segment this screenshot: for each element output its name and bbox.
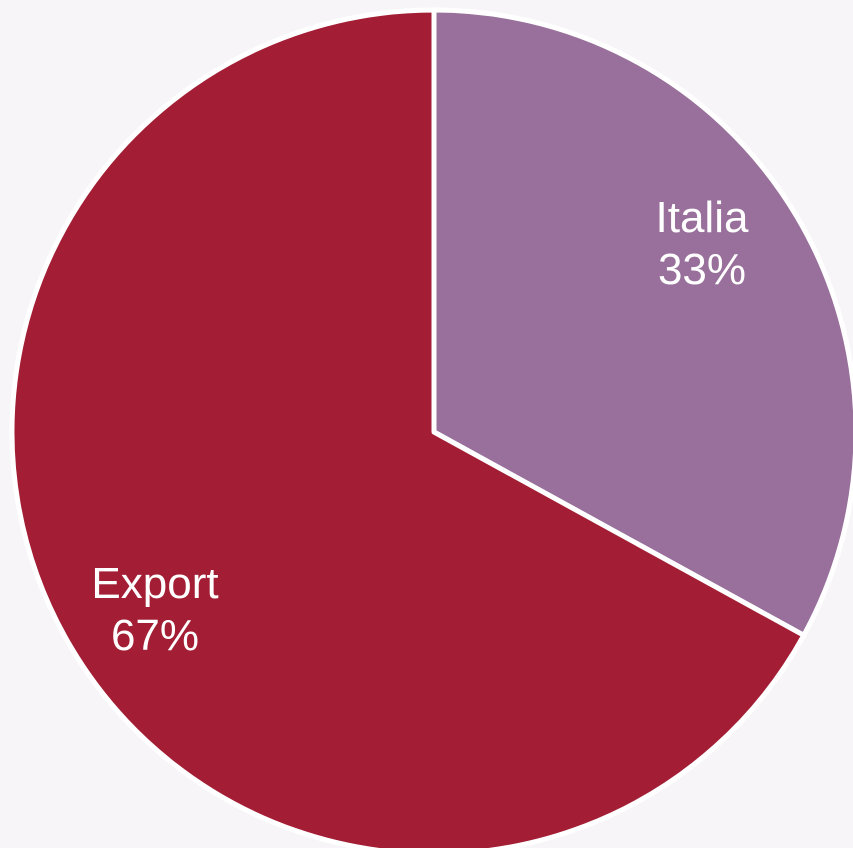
pie-slice-italia <box>431 7 853 638</box>
pie-labels: Italia 33% Export 67% <box>91 193 749 660</box>
pie-slices <box>9 7 853 848</box>
slice-value-label: 33% <box>658 245 746 294</box>
slice-category-label: Export <box>91 559 218 608</box>
pie-slice-export <box>9 7 807 848</box>
pie-label-export: Export 67% <box>91 559 218 660</box>
pie-label-italia: Italia 33% <box>656 193 749 294</box>
slice-category-label: Italia <box>656 193 749 242</box>
slice-value-label: 67% <box>111 611 199 660</box>
